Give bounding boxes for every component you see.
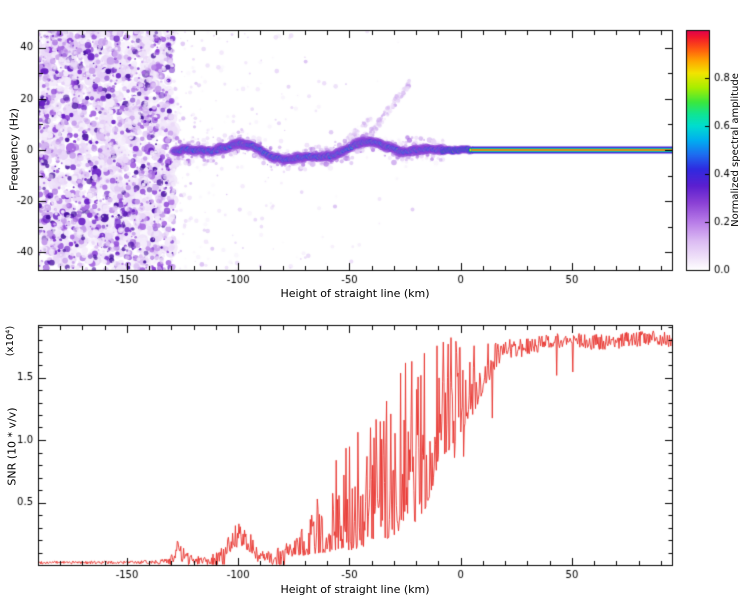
- snr-axis-label: SNR (10 * v/v): [5, 407, 19, 486]
- snr-scale-note: (x10⁴): [5, 325, 16, 357]
- snr-canvas: [0, 300, 750, 600]
- spectrogram-canvas: [0, 0, 750, 300]
- frequency-axis-label: Frequency (Hz): [7, 108, 21, 191]
- top-xaxis-label: Height of straight line (km): [280, 287, 430, 300]
- bottom-xaxis-label: Height of straight line (km): [280, 583, 430, 596]
- colorbar-label: Normalized spectral amplitude: [730, 73, 741, 227]
